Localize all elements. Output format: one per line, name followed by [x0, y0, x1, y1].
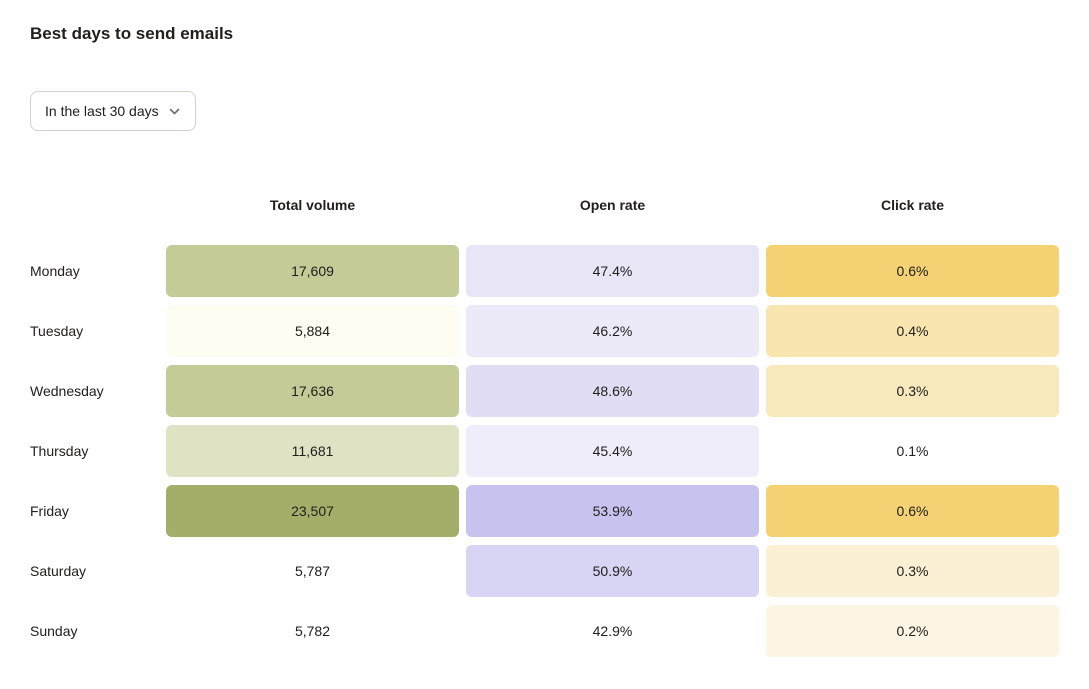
table-row: Tuesday 5,884 46.2% 0.4%: [30, 305, 1059, 357]
table-row: Saturday 5,787 50.9% 0.3%: [30, 545, 1059, 597]
time-range-dropdown[interactable]: In the last 30 days: [30, 91, 196, 131]
table-row: Monday 17,609 47.4% 0.6%: [30, 245, 1059, 297]
table-cell: 23,507: [166, 485, 459, 537]
table-cell: 42.9%: [592, 623, 633, 639]
table-cell: 5,787: [294, 563, 331, 579]
row-label: Wednesday: [30, 383, 104, 399]
row-label: Sunday: [30, 623, 78, 639]
table-cell: 17,636: [166, 365, 459, 417]
page-title: Best days to send emails: [30, 24, 234, 43]
table-body: Monday 17,609 47.4% 0.6% Tuesday 5,884 4…: [30, 245, 1059, 657]
row-label: Friday: [30, 503, 69, 519]
table-cell: 5,884: [166, 305, 459, 357]
table-cell: 17,609: [166, 245, 459, 297]
table-cell: 0.1%: [896, 443, 929, 459]
table-header-row: Total volume Open rate Click rate: [30, 197, 1059, 213]
chevron-down-icon: [168, 105, 181, 118]
row-label: Saturday: [30, 563, 87, 579]
table-row: Sunday 5,782 42.9% 0.2%: [30, 605, 1059, 657]
table-cell: 0.6%: [766, 245, 1059, 297]
table-cell: 48.6%: [466, 365, 759, 417]
table-cell: 53.9%: [466, 485, 759, 537]
table-cell: 0.2%: [766, 605, 1059, 657]
row-label: Monday: [30, 263, 80, 279]
column-header-click-rate: Click rate: [880, 197, 945, 213]
column-header-total-volume: Total volume: [269, 197, 356, 213]
best-days-widget: Best days to send emails In the last 30 …: [30, 24, 1059, 657]
table-row: Thursday 11,681 45.4% 0.1%: [30, 425, 1059, 477]
table-cell: 0.3%: [766, 365, 1059, 417]
table-cell: 5,782: [294, 623, 331, 639]
table-row: Friday 23,507 53.9% 0.6%: [30, 485, 1059, 537]
column-header-open-rate: Open rate: [579, 197, 646, 213]
table-cell: 50.9%: [466, 545, 759, 597]
table-cell: 0.4%: [766, 305, 1059, 357]
table-cell: 45.4%: [466, 425, 759, 477]
table-row: Wednesday 17,636 48.6% 0.3%: [30, 365, 1059, 417]
row-label: Tuesday: [30, 323, 84, 339]
time-range-value: In the last 30 days: [45, 103, 159, 119]
table-cell: 47.4%: [466, 245, 759, 297]
table-cell: 0.3%: [766, 545, 1059, 597]
table-cell: 11,681: [166, 425, 459, 477]
table-cell: 46.2%: [466, 305, 759, 357]
row-label: Thursday: [30, 443, 89, 459]
table-cell: 0.6%: [766, 485, 1059, 537]
